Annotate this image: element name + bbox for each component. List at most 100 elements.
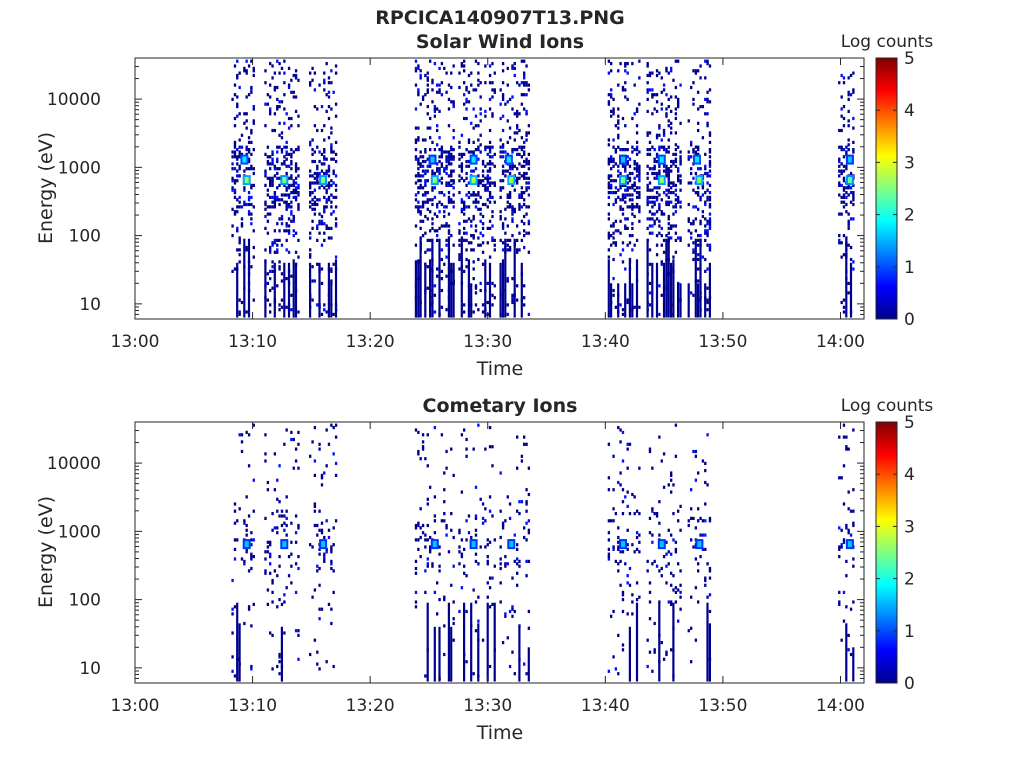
data-cell: [313, 638, 317, 642]
data-cell: [287, 85, 291, 90]
data-cell: [269, 552, 272, 556]
data-cell: [607, 234, 611, 238]
data-cell: [252, 119, 255, 123]
data-cell: [506, 169, 509, 173]
data-cell: [838, 234, 841, 238]
data-cell: [658, 500, 661, 504]
data-cell: [646, 176, 649, 180]
data-cell: [240, 433, 244, 437]
peak-cell: [282, 541, 287, 548]
data-cell: [674, 59, 678, 63]
data-cell: [665, 552, 668, 556]
data-cell: [481, 521, 485, 525]
data-cell: [236, 205, 239, 209]
data-cell: [252, 107, 255, 111]
data-cell: [463, 207, 466, 211]
data-cell: [665, 650, 668, 654]
data-cell: [252, 555, 255, 559]
data-cell: [677, 102, 680, 106]
data-cell: [638, 191, 641, 195]
data-cell: [527, 131, 531, 135]
data-cell: [266, 272, 270, 276]
data-cell: [474, 198, 478, 202]
data-cell: [692, 293, 695, 297]
data-cell: [436, 581, 439, 585]
data-cell: [445, 222, 448, 226]
data-cell: [624, 64, 627, 68]
data-cell: [452, 205, 455, 209]
data-cell: [276, 531, 279, 535]
data-cell: [838, 555, 841, 559]
data-cell: [309, 543, 312, 547]
data-cell: [292, 95, 295, 99]
data-cell: [648, 447, 652, 451]
peak-cell: [847, 156, 852, 163]
data-cell: [276, 97, 279, 101]
data-cell: [520, 102, 524, 106]
data-cell: [621, 308, 625, 312]
data-cell: [845, 164, 848, 168]
data-cell: [658, 207, 661, 211]
data-cell: [330, 145, 333, 149]
data-cell: [699, 198, 702, 202]
data-cell: [617, 547, 620, 551]
data-cell: [617, 535, 620, 540]
data-cell: [271, 183, 274, 187]
data-cell: [631, 226, 634, 230]
data-cell: [638, 595, 641, 599]
data-cell: [687, 202, 690, 207]
data-cell: [452, 155, 455, 159]
data-cell: [236, 157, 239, 161]
data-cell: [330, 131, 333, 135]
data-cell: [852, 183, 855, 187]
data-cell: [523, 152, 526, 156]
data-cell: [655, 217, 659, 221]
data-cell: [631, 116, 634, 121]
data-cell: [523, 93, 526, 97]
data-cell: [278, 308, 281, 312]
data-cell: [419, 179, 422, 183]
data-cell: [648, 303, 652, 307]
data-cell: [706, 234, 709, 238]
data-cell: [708, 224, 712, 228]
data-cell: [313, 195, 317, 199]
data-cell: [847, 97, 850, 101]
data-cell: [665, 188, 668, 192]
data-cell: [633, 214, 636, 219]
data-cell: [667, 600, 670, 604]
data-cell: [617, 540, 620, 544]
data-cell: [426, 523, 429, 528]
data-cell: [523, 59, 526, 63]
data-cell: [516, 466, 519, 470]
data-cell: [633, 205, 636, 209]
data-cell: [479, 150, 482, 154]
data-cell: [847, 219, 850, 223]
data-cell: [484, 545, 487, 549]
peak-cell: [282, 177, 287, 184]
data-cell: [443, 471, 446, 475]
data-cell: [252, 105, 255, 109]
data-cell: [450, 152, 453, 156]
data-cell: [297, 430, 300, 434]
data-cell: [467, 217, 471, 221]
data-cell: [527, 492, 531, 497]
data-cell: [474, 229, 478, 233]
data-cell: [694, 217, 698, 221]
data-cell: [635, 547, 639, 551]
data-cell: [290, 219, 293, 223]
data-cell: [511, 296, 514, 300]
y-tick-label: 100: [69, 591, 101, 611]
data-cell: [677, 195, 680, 199]
data-cell: [631, 212, 634, 216]
data-cell: [672, 259, 675, 318]
data-cell: [433, 626, 436, 682]
data-cell: [635, 169, 639, 173]
data-cell: [436, 143, 439, 147]
data-cell: [518, 202, 521, 207]
data-cell: [674, 250, 678, 254]
data-cell: [271, 269, 274, 273]
data-cell: [679, 205, 682, 209]
data-cell: [445, 157, 448, 161]
data-cell: [283, 159, 286, 164]
data-cell: [463, 116, 466, 121]
